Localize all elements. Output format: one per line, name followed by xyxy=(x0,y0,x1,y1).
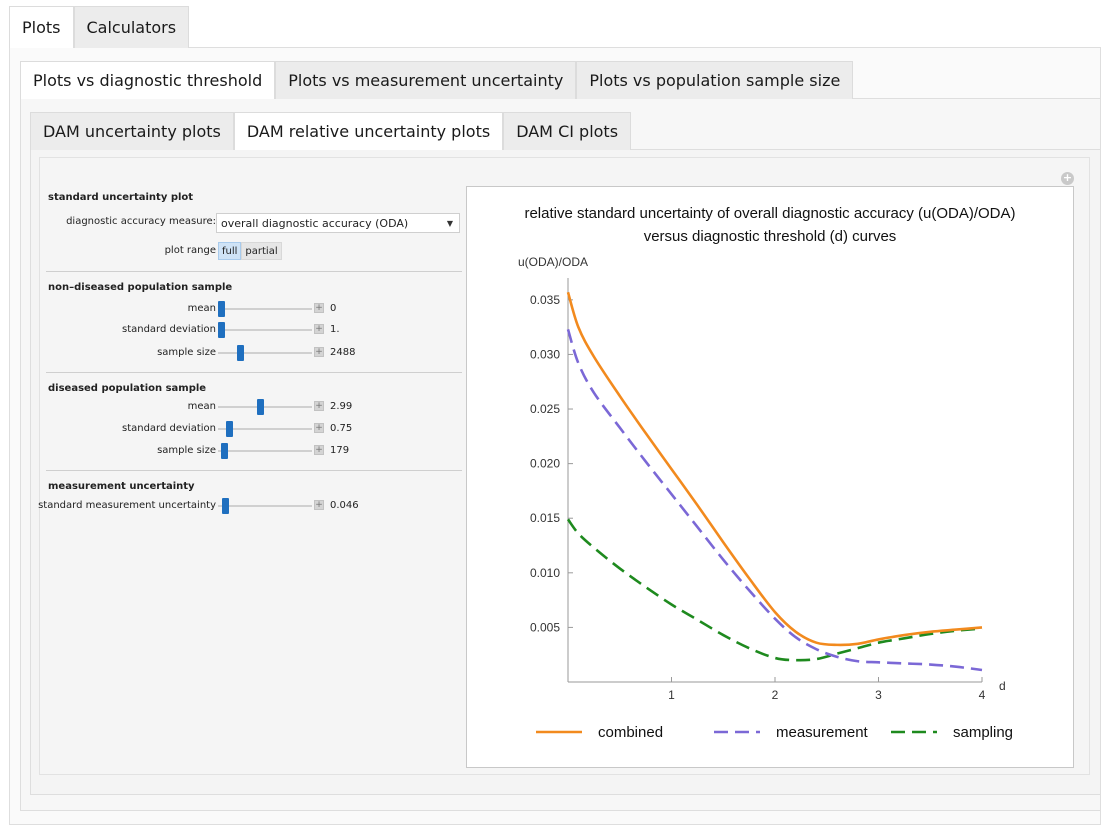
expand-icon[interactable]: + xyxy=(314,324,324,334)
expand-icon[interactable]: + xyxy=(314,303,324,313)
section-title: non–diseased population sample xyxy=(48,282,233,293)
nd-sd-slider[interactable] xyxy=(218,322,312,338)
third-tab-bar: DAM uncertainty plots DAM relative uncer… xyxy=(30,112,632,150)
nd-mean-value: 0 xyxy=(330,303,337,314)
tab-dam-ci[interactable]: DAM CI plots xyxy=(503,112,632,150)
dam-select-value: overall diagnostic accuracy (ODA) xyxy=(221,217,409,230)
legend-label-sampling: sampling xyxy=(953,724,1013,741)
range-row: plot range full partial xyxy=(46,242,462,260)
d-mean-slider[interactable] xyxy=(218,399,312,415)
control-row: standard measurement uncertainty + 0.046 xyxy=(38,497,462,515)
slider-thumb[interactable] xyxy=(218,322,225,338)
x-axis-label: d xyxy=(999,679,1006,693)
control-label: sample size xyxy=(157,445,216,456)
y-tick-label: 0.030 xyxy=(530,347,560,361)
series-lines xyxy=(566,291,983,672)
x-tick-label: 1 xyxy=(668,688,675,702)
expand-icon[interactable]: + xyxy=(314,401,324,411)
y-tick-label: 0.025 xyxy=(530,402,560,416)
slider-thumb[interactable] xyxy=(257,399,265,415)
nd-n-slider[interactable] xyxy=(218,345,312,361)
expand-icon[interactable]: + xyxy=(314,423,324,433)
control-label: sample size xyxy=(157,347,216,358)
control-row: standard deviation + 1. xyxy=(46,321,462,339)
y-tick-label: 0.010 xyxy=(530,566,560,580)
tab-calculators[interactable]: Calculators xyxy=(73,6,190,48)
chart-title: relative standard uncertainty of overall… xyxy=(524,205,1015,222)
legend: combined measurement sampling xyxy=(536,724,1013,741)
dam-row: diagnostic accuracy measure: overall dia… xyxy=(46,213,462,233)
legend-label-combined: combined xyxy=(598,724,663,741)
series-line-sampling xyxy=(566,518,983,662)
control-row: sample size + 179 xyxy=(46,442,462,460)
x-tick-label: 4 xyxy=(979,688,986,702)
nd-sd-value: 1. xyxy=(330,324,340,335)
axes: 0.005 0.010 0.015 0.020 0.025 0.030 0.035 1 2 3 4 xyxy=(530,278,986,702)
y-axis-label: u(ODA)/ODA xyxy=(518,255,588,269)
slider-thumb[interactable] xyxy=(237,345,245,361)
divider xyxy=(46,372,462,373)
section-title: diseased population sample xyxy=(48,383,207,394)
range-toggle: full partial xyxy=(218,242,282,260)
slider-thumb[interactable] xyxy=(220,443,228,459)
d-sd-value: 0.75 xyxy=(330,423,353,434)
series-line-measurement xyxy=(566,328,983,672)
top-tab-bar: Plots Calculators xyxy=(9,6,190,48)
control-row: sample size + 2488 xyxy=(46,344,462,362)
tab-plots-vs-measurement[interactable]: Plots vs measurement uncertainty xyxy=(275,61,577,99)
relative-uncertainty-chart: relative standard uncertainty of overall… xyxy=(518,205,1016,741)
x-tick-label: 2 xyxy=(772,688,779,702)
tab-plots-vs-sample-size[interactable]: Plots vs population sample size xyxy=(576,61,854,99)
control-label: standard deviation xyxy=(121,324,216,335)
control-label: standard measurement uncertainty xyxy=(38,500,216,511)
add-icon[interactable]: + xyxy=(1061,171,1074,185)
caret-down-icon: ▼ xyxy=(446,219,453,228)
control-label: mean xyxy=(187,303,216,314)
range-full-button[interactable]: full xyxy=(218,242,242,260)
control-row: standard deviation + 0.75 xyxy=(46,420,462,438)
slider-thumb[interactable] xyxy=(222,498,230,514)
y-tick-label: 0.015 xyxy=(530,511,560,525)
plot-frame xyxy=(466,186,1074,768)
y-tick-label: 0.020 xyxy=(530,457,560,471)
second-tab-bar: Plots vs diagnostic threshold Plots vs m… xyxy=(20,61,854,99)
expand-icon[interactable]: + xyxy=(314,445,324,455)
y-tick-label: 0.005 xyxy=(530,620,560,634)
mu-slider[interactable] xyxy=(218,498,312,514)
section-title: standard uncertainty plot xyxy=(48,192,194,203)
d-mean-value: 2.99 xyxy=(330,401,353,412)
expand-icon[interactable]: + xyxy=(314,500,324,510)
control-row: mean + 2.99 xyxy=(46,398,462,416)
dam-select[interactable]: overall diagnostic accuracy (ODA) ▼ xyxy=(216,213,460,233)
tab-dam-relative-uncertainty[interactable]: DAM relative uncertainty plots xyxy=(233,112,504,150)
control-label: mean xyxy=(187,401,216,412)
divider xyxy=(46,271,462,272)
legend-label-measurement: measurement xyxy=(776,724,869,741)
y-tick-label: 0.035 xyxy=(530,293,560,307)
slider-thumb[interactable] xyxy=(225,421,233,437)
nd-n-value: 2488 xyxy=(330,347,356,358)
range-label: plot range xyxy=(164,245,216,256)
control-label: standard deviation xyxy=(121,423,216,434)
series-line-combined xyxy=(566,291,983,647)
tab-plots-vs-threshold[interactable]: Plots vs diagnostic threshold xyxy=(20,61,276,99)
d-sd-slider[interactable] xyxy=(218,421,312,437)
control-row: mean + 0 xyxy=(46,300,462,318)
nd-mean-slider[interactable] xyxy=(218,301,312,317)
chart-subtitle: versus diagnostic threshold (d) curves xyxy=(644,228,897,245)
section-title: measurement uncertainty xyxy=(48,481,195,492)
d-n-value: 179 xyxy=(330,445,350,456)
x-tick-label: 3 xyxy=(875,688,882,702)
slider-thumb[interactable] xyxy=(218,301,225,317)
d-n-slider[interactable] xyxy=(218,443,312,459)
mu-value: 0.046 xyxy=(330,500,359,511)
expand-icon[interactable]: + xyxy=(314,347,324,357)
tab-dam-uncertainty[interactable]: DAM uncertainty plots xyxy=(30,112,234,150)
divider xyxy=(46,470,462,471)
dam-label: diagnostic accuracy measure: xyxy=(66,216,216,227)
range-partial-button[interactable]: partial xyxy=(241,242,282,260)
tab-plots[interactable]: Plots xyxy=(9,6,74,48)
